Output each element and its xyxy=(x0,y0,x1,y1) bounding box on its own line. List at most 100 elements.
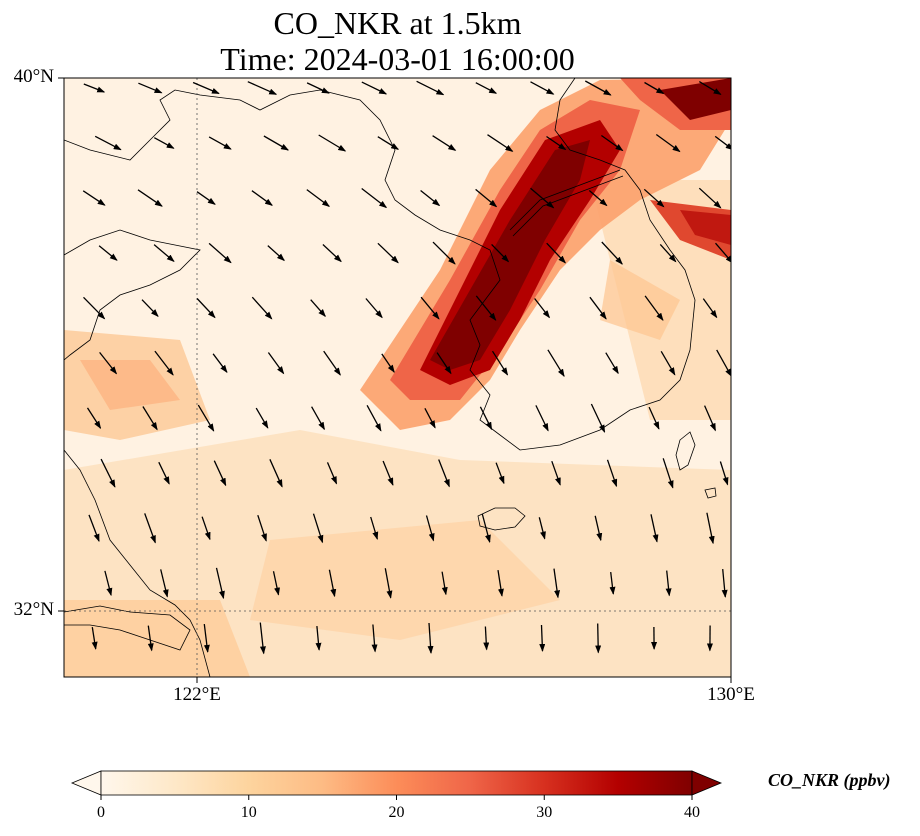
wind-arrow xyxy=(98,245,118,261)
colorbar-extend-max xyxy=(691,770,723,796)
wind-arrow xyxy=(154,350,174,376)
wind-arrow xyxy=(589,296,607,320)
axis-ticks xyxy=(58,77,732,683)
wind-arrow xyxy=(416,80,445,96)
wind-arrow xyxy=(312,513,324,544)
wind-arrow xyxy=(138,82,163,94)
wind-arrow xyxy=(601,134,624,152)
wind-arrow xyxy=(721,569,728,598)
lon-label-122: 122°E xyxy=(173,684,221,705)
wind-arrow xyxy=(475,188,498,208)
wind-arrow xyxy=(267,352,285,375)
map-subtitle-time: Time: 2024-03-01 16:00:00 xyxy=(220,41,575,77)
wind-arrow xyxy=(432,135,457,151)
wind-arrow xyxy=(142,406,158,431)
wind-arrow xyxy=(361,81,388,95)
wind-arrow xyxy=(259,622,266,655)
wind-arrow xyxy=(546,135,567,151)
wind-arrow xyxy=(715,242,731,264)
wind-arrow xyxy=(605,352,619,375)
wind-arrow xyxy=(546,242,566,264)
wind-arrow xyxy=(438,459,450,488)
wind-arrow xyxy=(318,134,347,152)
wind-arrow xyxy=(153,244,175,263)
wind-arrow xyxy=(427,622,434,654)
wind-arrow xyxy=(716,349,731,377)
wind-arrow xyxy=(88,514,100,543)
wind-arrow xyxy=(655,133,681,153)
wind-arrow xyxy=(361,187,388,209)
wind-arrow xyxy=(137,189,163,207)
wind-arrow xyxy=(644,81,665,95)
wind-arrow xyxy=(160,569,169,598)
wind-arrow xyxy=(328,569,337,598)
wind-arrow xyxy=(662,458,674,489)
wind-arrow xyxy=(606,459,618,488)
wind-arrow xyxy=(384,568,393,599)
gridlines xyxy=(64,78,731,677)
wind-arrow xyxy=(432,241,456,265)
wind-arrow xyxy=(698,81,722,95)
wind-arrow xyxy=(306,82,330,94)
wind-arrow xyxy=(534,298,551,319)
wind-arrow xyxy=(104,570,113,597)
lat-label-32: 32°N xyxy=(13,599,54,620)
wind-arrow xyxy=(83,83,106,93)
wind-arrow xyxy=(659,243,677,263)
wind-arrow xyxy=(377,136,400,150)
wind-arrow xyxy=(153,137,175,149)
wind-arrow xyxy=(86,407,102,429)
wind-arrow xyxy=(212,353,228,374)
wind-arrow xyxy=(553,568,561,599)
wind-arrow xyxy=(370,516,379,540)
wind-arrow xyxy=(588,190,608,207)
wind-arrow xyxy=(719,461,729,486)
wind-arrow xyxy=(365,298,383,319)
co-concentration-field xyxy=(64,78,731,677)
lat-label-40: 40°N xyxy=(13,66,54,87)
wind-arrow xyxy=(215,567,225,600)
wind-arrow xyxy=(158,461,170,485)
wind-arrow xyxy=(267,245,285,262)
wind-arrow xyxy=(539,624,546,652)
wind-arrow xyxy=(436,352,452,375)
wind-arrow xyxy=(491,243,510,263)
wind-arrow xyxy=(91,626,98,650)
cb-tick-label-40: 40 xyxy=(684,804,700,821)
wind-arrow xyxy=(538,517,546,540)
wind-vectors xyxy=(82,80,731,655)
wind-arrow xyxy=(203,624,210,653)
wind-arrow xyxy=(483,626,490,651)
map-title: CO_NKR at 1.5km xyxy=(273,5,522,41)
wind-arrow xyxy=(497,570,504,597)
wind-arrow xyxy=(144,513,156,544)
wind-arrow xyxy=(551,460,561,486)
wind-arrow xyxy=(141,299,159,318)
wind-arrow xyxy=(94,135,122,151)
wind-arrow xyxy=(366,404,382,432)
wind-arrow xyxy=(420,189,441,207)
cb-tick-label-20: 20 xyxy=(388,804,405,821)
wind-arrow xyxy=(377,242,399,264)
wind-arrow xyxy=(420,296,440,320)
map-frame xyxy=(63,77,732,678)
wind-arrow xyxy=(208,136,232,150)
wind-arrow xyxy=(530,187,555,209)
wind-arrow xyxy=(714,135,731,151)
wind-arrow xyxy=(706,512,715,545)
wind-arrow xyxy=(424,407,436,429)
wind-arrow xyxy=(306,189,331,207)
wind-arrow xyxy=(82,190,106,206)
wind-arrow xyxy=(382,460,394,486)
wind-arrow xyxy=(310,299,326,318)
wind-arrow xyxy=(648,406,660,430)
wind-arrow xyxy=(609,572,616,595)
wind-arrow xyxy=(475,82,498,94)
colorbar-title: CO_NKR (ppbv) xyxy=(768,770,891,790)
wind-arrow xyxy=(315,626,322,651)
wind-arrow xyxy=(197,404,215,432)
wind-arrow xyxy=(196,191,216,205)
wind-arrow xyxy=(495,462,505,485)
wind-arrow xyxy=(192,81,220,95)
wind-arrow xyxy=(323,350,341,376)
